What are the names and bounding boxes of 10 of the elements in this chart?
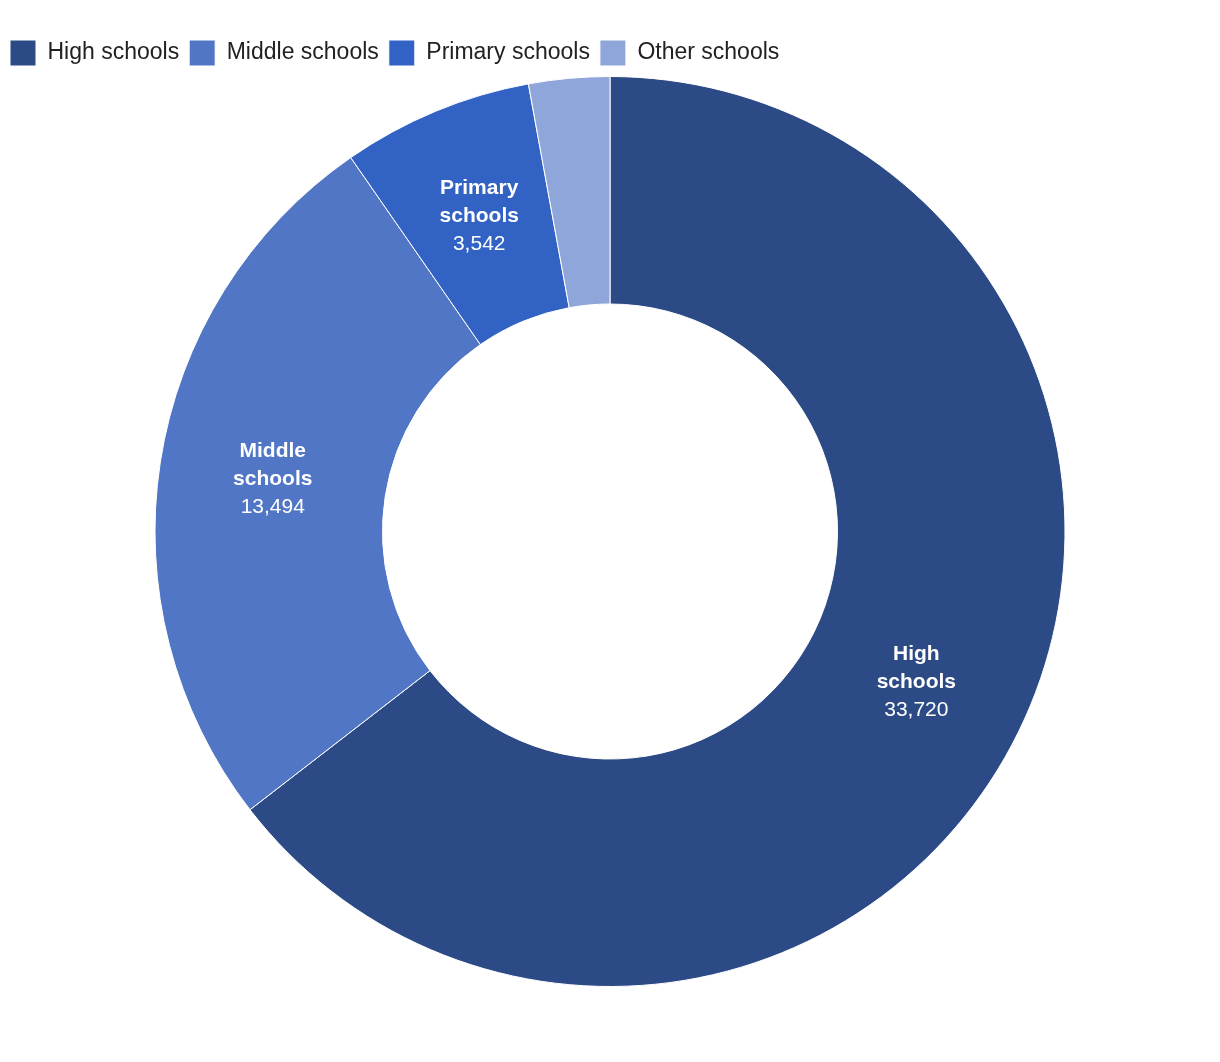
slice-label: Primary schools xyxy=(439,175,519,227)
legend-label: Middle schools xyxy=(226,38,379,65)
data-label: 3,542 xyxy=(452,231,506,255)
legend-label: Primary schools xyxy=(426,38,590,65)
slice-label: High schools xyxy=(876,640,956,692)
legend-label: Other schools xyxy=(637,38,780,65)
legend-label: High schools xyxy=(47,38,180,65)
data-label: 33,720 xyxy=(884,696,949,720)
slice-label: Middle schools xyxy=(233,438,313,490)
data-label: 13,494 xyxy=(240,494,306,518)
